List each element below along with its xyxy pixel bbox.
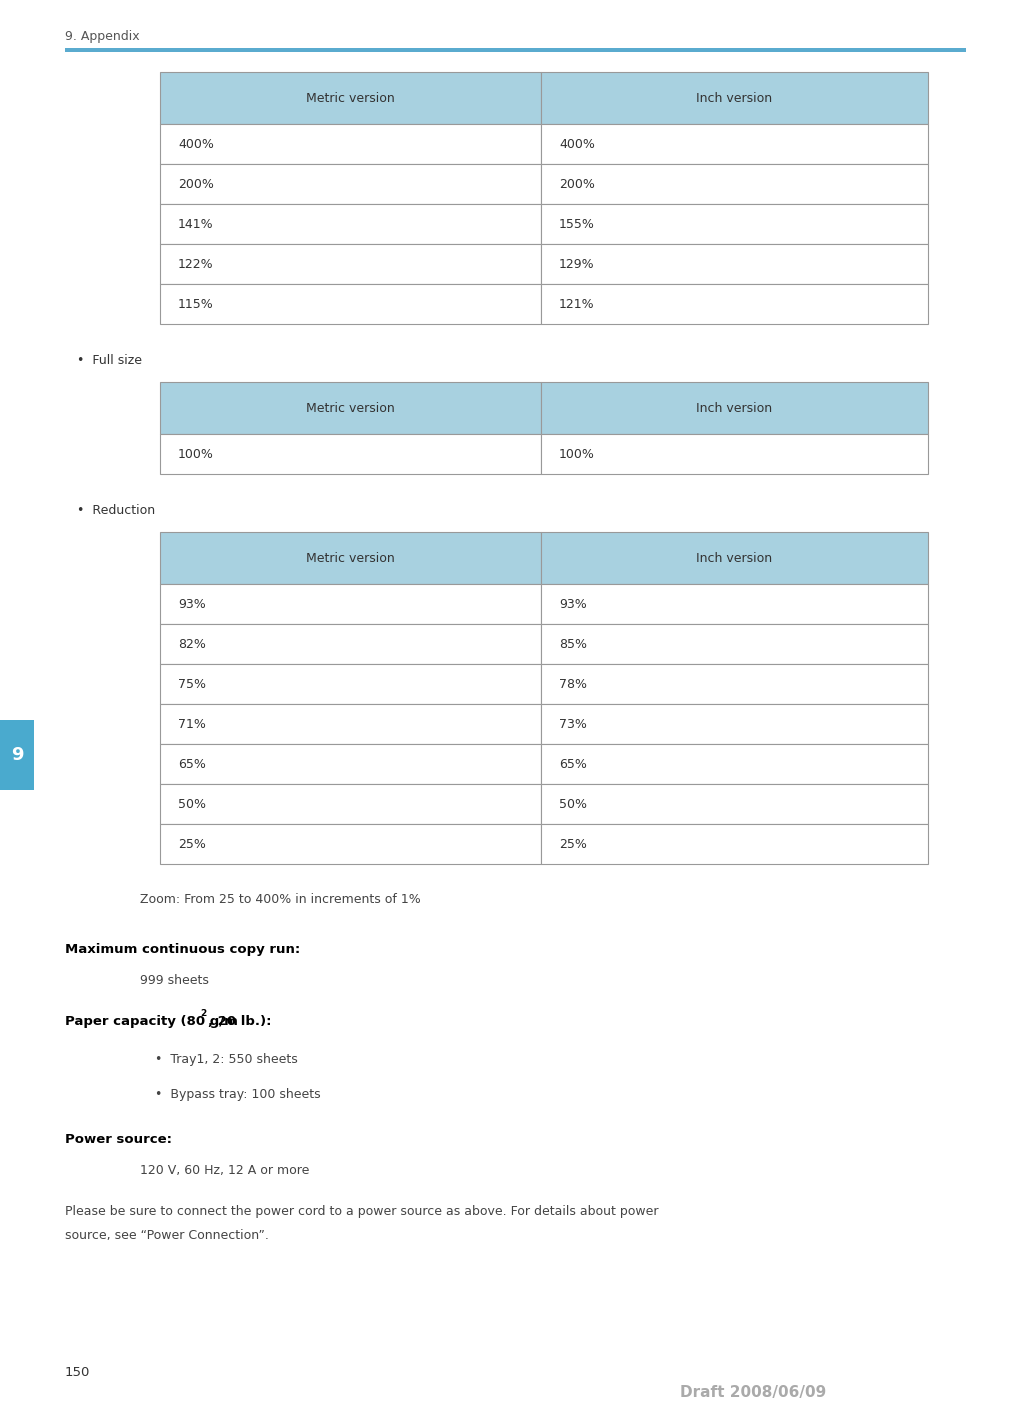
Text: Draft 2008/06/09: Draft 2008/06/09 — [680, 1385, 826, 1401]
Text: •  Reduction: • Reduction — [77, 504, 155, 517]
Bar — [160, 72, 541, 124]
Bar — [541, 284, 928, 324]
Text: 93%: 93% — [178, 597, 206, 611]
Text: 9. Appendix: 9. Appendix — [65, 30, 139, 43]
Text: 200%: 200% — [559, 178, 595, 190]
Text: 75%: 75% — [178, 678, 206, 691]
Text: 120 V, 60 Hz, 12 A or more: 120 V, 60 Hz, 12 A or more — [140, 1164, 309, 1177]
Bar — [541, 745, 928, 784]
Bar — [160, 433, 541, 475]
Text: 50%: 50% — [178, 797, 206, 810]
Text: •  Tray1, 2: 550 sheets: • Tray1, 2: 550 sheets — [155, 1053, 298, 1066]
Text: 50%: 50% — [559, 797, 587, 810]
Bar — [541, 163, 928, 205]
Bar — [541, 531, 928, 584]
Text: 400%: 400% — [559, 138, 595, 151]
Bar — [541, 784, 928, 824]
Text: Metric version: Metric version — [306, 91, 395, 105]
Text: Inch version: Inch version — [696, 91, 772, 105]
Bar — [0, 720, 34, 790]
Text: 78%: 78% — [559, 678, 587, 691]
Text: Inch version: Inch version — [696, 551, 772, 564]
Bar — [160, 664, 541, 703]
Bar — [160, 382, 541, 433]
Text: 100%: 100% — [178, 448, 213, 460]
Text: 122%: 122% — [178, 257, 213, 270]
Text: 9: 9 — [10, 746, 24, 764]
Text: 200%: 200% — [178, 178, 213, 190]
Text: Paper capacity (80 g/m: Paper capacity (80 g/m — [65, 1015, 238, 1027]
Bar — [65, 48, 966, 53]
Text: 71%: 71% — [178, 718, 206, 730]
Bar — [541, 664, 928, 703]
Text: Zoom: From 25 to 400% in increments of 1%: Zoom: From 25 to 400% in increments of 1… — [140, 892, 421, 907]
Text: 100%: 100% — [559, 448, 595, 460]
Text: 2: 2 — [200, 1009, 206, 1017]
Bar — [541, 824, 928, 864]
Text: •  Bypass tray: 100 sheets: • Bypass tray: 100 sheets — [155, 1088, 321, 1101]
Text: 65%: 65% — [559, 757, 587, 770]
Text: Power source:: Power source: — [65, 1133, 172, 1145]
Bar — [160, 244, 541, 284]
Bar — [541, 584, 928, 624]
Text: 141%: 141% — [178, 217, 213, 230]
Text: 65%: 65% — [178, 757, 206, 770]
Text: Metric version: Metric version — [306, 402, 395, 415]
Text: Please be sure to connect the power cord to a power source as above. For details: Please be sure to connect the power cord… — [65, 1205, 659, 1218]
Text: 121%: 121% — [559, 297, 595, 311]
Bar — [160, 205, 541, 244]
Bar — [541, 72, 928, 124]
Bar — [160, 163, 541, 205]
Text: 400%: 400% — [178, 138, 213, 151]
Bar — [160, 124, 541, 163]
Bar — [160, 584, 541, 624]
Text: Metric version: Metric version — [306, 551, 395, 564]
Bar — [160, 784, 541, 824]
Text: 93%: 93% — [559, 597, 587, 611]
Bar — [541, 244, 928, 284]
Text: 25%: 25% — [559, 837, 587, 851]
Text: source, see “Power Connection”.: source, see “Power Connection”. — [65, 1229, 269, 1242]
Text: 82%: 82% — [178, 638, 206, 651]
Bar — [541, 433, 928, 475]
Bar — [541, 124, 928, 163]
Bar — [541, 624, 928, 664]
Bar — [541, 703, 928, 745]
Text: 73%: 73% — [559, 718, 587, 730]
Bar — [541, 382, 928, 433]
Text: 115%: 115% — [178, 297, 213, 311]
Text: 25%: 25% — [178, 837, 206, 851]
Bar — [160, 531, 541, 584]
Bar — [160, 624, 541, 664]
Bar — [160, 703, 541, 745]
Bar — [160, 745, 541, 784]
Text: 85%: 85% — [559, 638, 587, 651]
Text: 155%: 155% — [559, 217, 595, 230]
Bar — [541, 205, 928, 244]
Text: Maximum continuous copy run:: Maximum continuous copy run: — [65, 944, 300, 956]
Bar — [160, 284, 541, 324]
Text: 999 sheets: 999 sheets — [140, 973, 209, 988]
Text: 129%: 129% — [559, 257, 595, 270]
Text: Inch version: Inch version — [696, 402, 772, 415]
Text: •  Full size: • Full size — [77, 354, 142, 367]
Text: , 20 lb.):: , 20 lb.): — [208, 1015, 272, 1027]
Text: 150: 150 — [65, 1367, 91, 1380]
Bar — [160, 824, 541, 864]
